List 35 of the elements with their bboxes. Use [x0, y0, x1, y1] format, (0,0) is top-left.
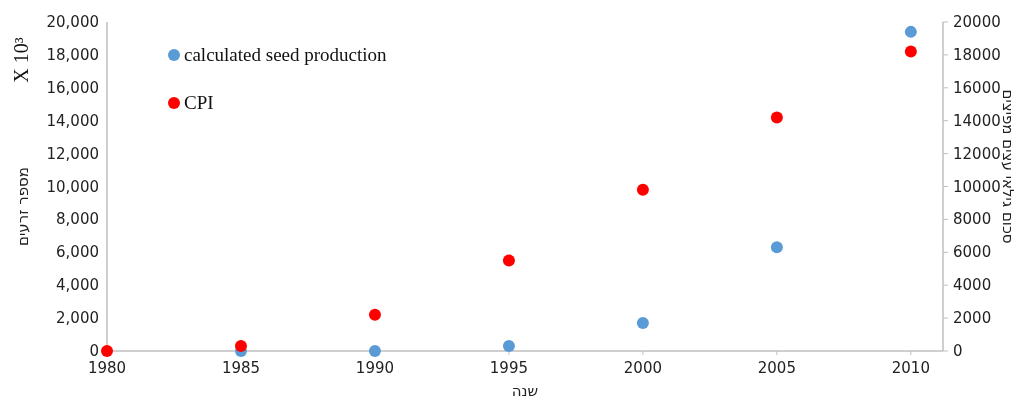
y2-tick-label: 2000 — [953, 309, 992, 328]
y2-tick-label: 0 — [953, 342, 963, 360]
y-tick-label: 14,000 — [46, 111, 99, 130]
legend-label: calculated seed production — [184, 44, 388, 65]
y-tick-label: 20,000 — [46, 13, 99, 31]
text: X 10³ — [10, 37, 32, 83]
y2-tick-label: 20000 — [953, 13, 1001, 31]
x-tick-label: 1980 — [87, 359, 127, 377]
x-tick-label: 2010 — [891, 359, 930, 377]
y2-tick-label: 14000 — [953, 111, 1001, 130]
y-tick-label: 0 — [89, 342, 99, 360]
y-tick-label: 4,000 — [56, 276, 99, 295]
y-axis-title: מספר זרעים — [14, 167, 32, 246]
y2-axis-title: סכום גילאי עצים מפיצים — [999, 89, 1017, 244]
y-tick-label: 12,000 — [46, 144, 99, 163]
y-tick-label: 6,000 — [56, 243, 99, 262]
x-tick-label: 2005 — [757, 359, 796, 377]
y2-tick-label: 8000 — [953, 210, 992, 229]
x-tick-label: 2000 — [623, 359, 662, 377]
y2-tick-label: 18000 — [953, 45, 1001, 64]
y-tick-label: 10,000 — [46, 177, 99, 196]
x-axis-title: שנה — [511, 382, 539, 400]
y-tick-label: 2,000 — [56, 309, 99, 328]
y2-tick-label: 16000 — [953, 78, 1001, 97]
y2-tick-label: 12000 — [953, 144, 1001, 163]
x-tick-label: 1985 — [221, 359, 261, 377]
x-tick-label: 1995 — [489, 359, 529, 377]
y2-tick-label: 4000 — [953, 276, 992, 295]
y-tick-label: 18,000 — [46, 45, 99, 64]
legend-label: CPI — [184, 92, 214, 113]
y2-tick-label: 10000 — [953, 177, 1001, 196]
x-tick-label: 1990 — [355, 359, 395, 377]
y2-tick-label: 6000 — [953, 243, 992, 262]
y-tick-label: 8,000 — [56, 210, 99, 229]
y-tick-label: 16,000 — [46, 78, 99, 97]
